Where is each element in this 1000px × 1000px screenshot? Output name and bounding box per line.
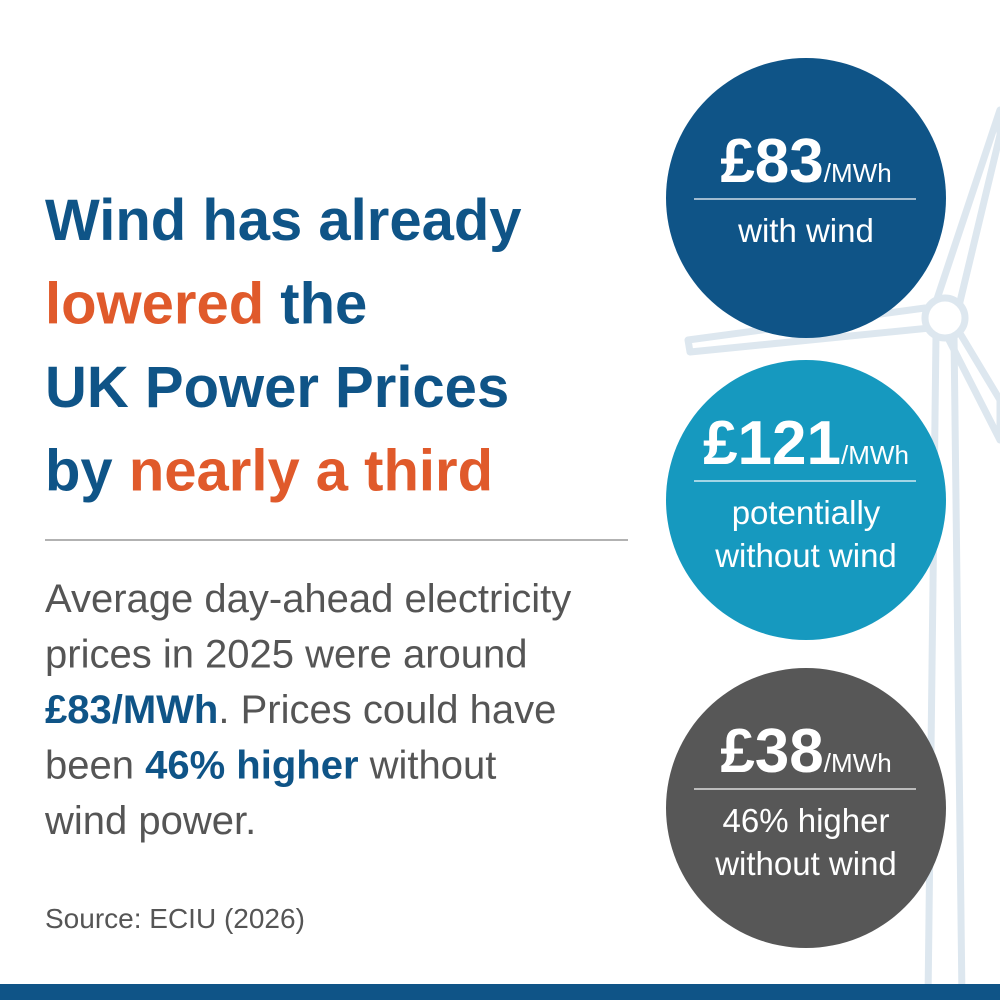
price-amount: £38 (720, 717, 823, 786)
circle-caption: with wind (737, 212, 874, 249)
headline-text: UK Power Prices (45, 355, 509, 420)
headline-line: by nearly a third (45, 439, 493, 504)
headline-highlight: nearly a third (129, 439, 493, 504)
body-bold: 46% higher (145, 744, 358, 788)
headline-text: by (45, 439, 129, 504)
price-unit: /MWh (841, 440, 909, 470)
headline-line: lowered the (45, 272, 367, 337)
body-line: Average day-ahead electricity (45, 577, 571, 621)
price-circle: £83/MWh with wind (666, 58, 946, 338)
body-line: wind power. (44, 799, 256, 843)
price: £83/MWh (720, 127, 891, 196)
headline-line: UK Power Prices (45, 355, 509, 420)
price-amount: £83 (720, 127, 823, 196)
price-unit: /MWh (824, 748, 892, 778)
price: £121/MWh (703, 409, 909, 478)
circle-caption: potentially (732, 494, 881, 531)
circle-caption: 46% higher (723, 802, 890, 839)
body-text: without (359, 744, 497, 788)
headline-text: the (264, 272, 367, 337)
circle-bg (666, 360, 946, 640)
body-text: been (45, 744, 145, 788)
body-text: Average day-ahead electricity (45, 577, 571, 621)
source: Source: ECIU (2026) (45, 903, 305, 934)
price: £38/MWh (720, 717, 891, 786)
body-text: . Prices could have (218, 688, 556, 732)
body-text: prices in 2025 were around (45, 633, 528, 677)
body-bold: £83/MWh (45, 688, 218, 732)
circle-bg (666, 668, 946, 948)
bottom-bar (0, 984, 1000, 1000)
body-line: been 46% higher without (45, 744, 496, 788)
circle-caption: without wind (714, 845, 897, 882)
price-unit: /MWh (824, 158, 892, 188)
body-text: wind power. (44, 799, 256, 843)
body-line: £83/MWh. Prices could have (45, 688, 556, 732)
price-circle: £121/MWh potentially without wind (666, 360, 946, 640)
circle-caption: without wind (714, 537, 897, 574)
circle-bg (666, 58, 946, 338)
headline-line: Wind has already (45, 188, 522, 253)
headline-highlight: lowered (45, 272, 264, 337)
body-line: prices in 2025 were around (45, 633, 528, 677)
price-circle: £38/MWh 46% higher without wind (666, 668, 946, 948)
price-amount: £121 (703, 409, 841, 478)
headline-text: Wind has already (45, 188, 522, 253)
